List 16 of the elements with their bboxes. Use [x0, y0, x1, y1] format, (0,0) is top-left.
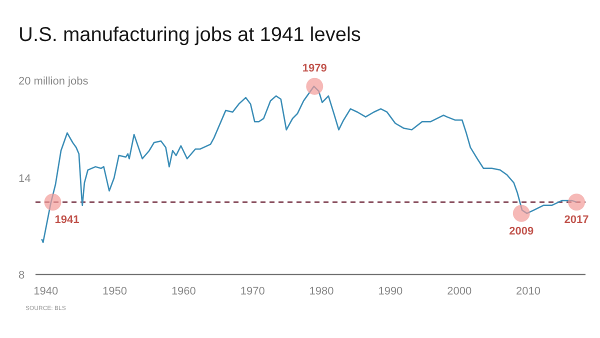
y-tick-label: 14 [18, 173, 31, 185]
x-tick-label: 1990 [378, 286, 403, 298]
annotation: 2009 [509, 225, 534, 238]
chart-title: U.S. manufacturing jobs at 1941 levels [18, 24, 361, 46]
annotation: 2017 [564, 214, 589, 226]
x-tick-label: 2010 [516, 286, 541, 298]
x-tick-label: 1960 [171, 286, 196, 298]
annotation: 1979 [302, 62, 327, 74]
y-tick-label: 8 [18, 270, 25, 282]
annotation: 1941 [54, 214, 80, 226]
x-tick-label: 2000 [447, 286, 472, 298]
x-tick-label: 1950 [102, 286, 128, 298]
x-tick-label: 1940 [34, 286, 58, 298]
x-tick-label: 1980 [309, 286, 334, 298]
y-tick-label: 20 million jobs [18, 76, 89, 88]
x-tick-label: 1970 [240, 286, 265, 298]
